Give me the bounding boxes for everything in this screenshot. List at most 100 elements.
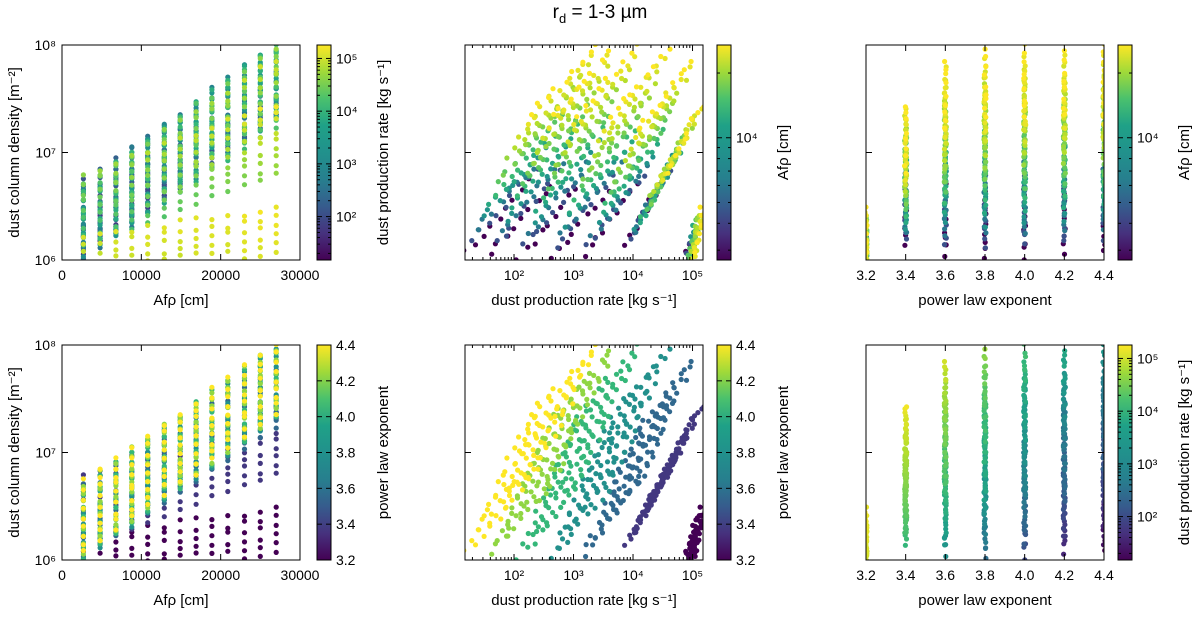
data-point — [606, 145, 612, 151]
data-point — [646, 95, 653, 101]
data-point — [145, 193, 151, 200]
data-point — [546, 94, 552, 101]
data-point — [580, 187, 586, 193]
data-point — [1022, 63, 1028, 69]
data-point — [637, 514, 644, 520]
data-point — [557, 388, 563, 394]
data-point — [600, 424, 606, 430]
data-point — [484, 207, 490, 213]
data-point — [129, 202, 135, 208]
data-point — [241, 518, 248, 524]
data-point — [241, 84, 248, 91]
data-point — [863, 296, 868, 301]
data-point — [1101, 161, 1104, 167]
data-point — [225, 420, 231, 427]
data-point — [129, 449, 135, 455]
data-point — [1062, 476, 1068, 483]
data-point — [257, 393, 263, 399]
data-point — [193, 227, 199, 233]
data-point — [637, 520, 643, 526]
data-point — [595, 159, 601, 165]
data-point — [559, 536, 566, 542]
data-point — [681, 367, 687, 373]
data-point — [604, 352, 610, 358]
data-point — [273, 436, 279, 442]
data-point — [601, 440, 607, 446]
data-point — [241, 146, 248, 152]
data-point — [941, 242, 948, 248]
data-point — [1021, 93, 1027, 99]
data-point — [635, 414, 641, 420]
colorbar-tick-label: 3.2 — [336, 552, 356, 568]
data-point — [943, 71, 949, 77]
data-point — [1062, 467, 1068, 473]
data-point — [113, 488, 119, 494]
data-point — [688, 358, 694, 365]
data-point — [609, 125, 615, 131]
data-point — [691, 421, 698, 427]
data-point — [696, 231, 703, 237]
data-point — [129, 261, 134, 266]
data-point — [528, 489, 534, 495]
data-point — [177, 451, 183, 457]
data-point — [193, 543, 199, 549]
y-tick-label: 10⁷ — [35, 445, 56, 461]
data-point — [209, 384, 215, 390]
data-point — [579, 88, 586, 94]
data-point — [644, 160, 650, 167]
data-point — [97, 217, 103, 223]
data-point — [129, 494, 135, 500]
data-point — [113, 304, 118, 309]
data-point — [177, 117, 183, 123]
data-point — [193, 428, 199, 434]
data-point — [625, 63, 631, 69]
data-point — [589, 132, 595, 138]
data-point — [943, 67, 949, 73]
data-point — [698, 522, 703, 528]
data-point — [682, 593, 687, 598]
data-point — [242, 276, 247, 281]
data-point — [193, 419, 199, 425]
data-point — [555, 112, 561, 118]
data-point — [654, 482, 661, 488]
colorbar-tick-label: 10⁴ — [736, 130, 758, 146]
data-point — [193, 138, 199, 144]
data-point — [1062, 498, 1068, 504]
data-point — [565, 539, 571, 546]
data-point — [161, 439, 167, 445]
data-point — [258, 277, 263, 282]
data-point — [576, 384, 582, 390]
data-point — [983, 449, 989, 455]
data-point — [193, 159, 199, 165]
data-point — [273, 170, 279, 176]
p5-points — [465, 345, 703, 598]
data-point — [225, 561, 230, 566]
data-point — [543, 199, 549, 205]
data-point — [1060, 396, 1066, 402]
data-point — [578, 72, 584, 78]
data-point — [556, 454, 562, 460]
data-point — [273, 110, 279, 116]
data-point — [257, 361, 263, 367]
data-point — [531, 452, 537, 458]
x-axis-label: dust production rate [kg s⁻¹] — [491, 292, 677, 309]
data-point — [558, 184, 564, 190]
data-point — [658, 473, 664, 479]
data-point — [273, 349, 279, 355]
data-point — [613, 387, 620, 393]
data-point — [566, 510, 573, 516]
data-point — [575, 67, 581, 73]
data-point — [241, 410, 248, 416]
data-point — [1102, 516, 1104, 522]
data-point — [1062, 414, 1068, 420]
data-point — [241, 138, 248, 145]
data-point — [161, 514, 167, 520]
data-point — [678, 371, 684, 377]
data-point — [273, 130, 279, 137]
data-point — [685, 252, 691, 258]
data-point — [555, 245, 561, 251]
data-point — [80, 547, 86, 554]
data-point — [489, 551, 495, 557]
data-point — [866, 249, 870, 255]
data-point — [1021, 504, 1027, 510]
